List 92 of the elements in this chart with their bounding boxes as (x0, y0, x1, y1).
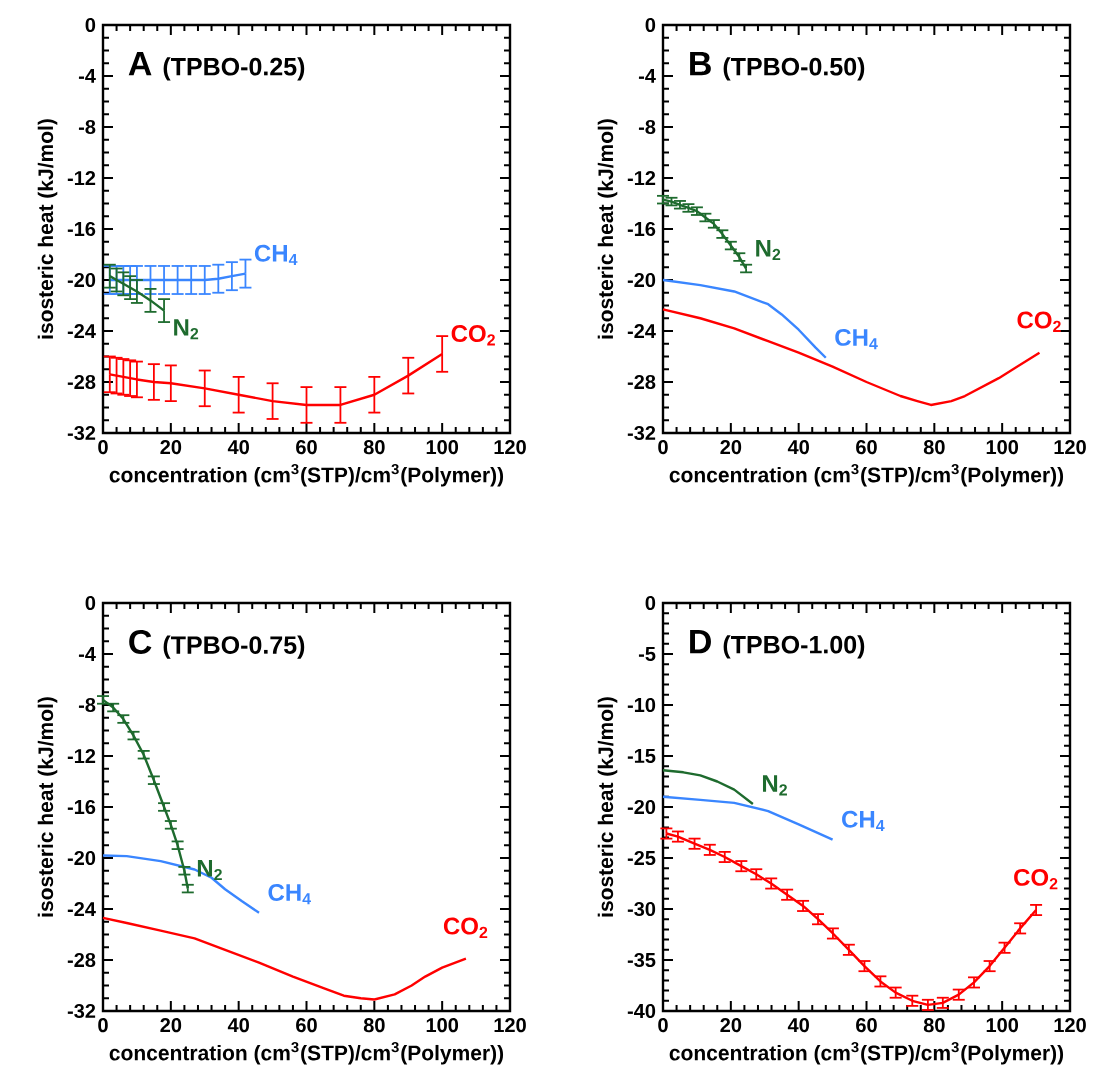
x-tick-label: 40 (787, 1018, 809, 1033)
y-tick-label: -20 (627, 272, 656, 288)
x-axis-title: concentration (cm$^{3}$(STP)/cm$^{3}$(Polymer)) (669, 463, 1064, 487)
y-axis-title: isosteric heat (kJ/mol) (37, 697, 58, 917)
y-tick-label: -32 (67, 425, 96, 441)
y-tick-label: -4 (638, 69, 656, 83)
x-tick-label: 100 (426, 1018, 459, 1033)
y-tick-label: -8 (638, 119, 656, 135)
x-tick-label: 120 (1054, 440, 1086, 455)
series-label: CH$_{4}$ (268, 883, 311, 905)
x-tick-label: 20 (160, 1018, 182, 1033)
x-axis-title: concentration (cm$^{3}$(STP)/cm$^{3}$(Polymer)) (109, 463, 504, 487)
y-axis-title: isosteric heat (kJ/mol) (597, 119, 618, 339)
x-tick-label: 0 (98, 1018, 108, 1033)
y-tick-label: -16 (67, 221, 96, 237)
text: C (129, 629, 152, 654)
series-label: CH$_{4}$ (835, 328, 878, 350)
text: (TPBO-0.75) (163, 635, 305, 659)
y-tick-label: -10 (627, 697, 656, 713)
x-tick-label: 0 (658, 1018, 668, 1033)
x-tick-label: 40 (227, 440, 249, 455)
x-tick-label: 20 (720, 1018, 742, 1033)
y-tick-label: -24 (67, 902, 96, 916)
series-label: N$_{2}$ (762, 775, 787, 796)
x-tick-label: 60 (296, 440, 317, 455)
x-tick-label: 40 (227, 1018, 249, 1033)
y-tick-label: -8 (78, 119, 96, 135)
y-tick-label: -20 (67, 272, 96, 288)
series-label: CO$_{2}$ (1017, 311, 1061, 332)
series-label: CH$_{4}$ (842, 810, 885, 832)
series-label: CO$_{2}$ (1014, 868, 1058, 890)
text: (TPBO-1.00) (723, 635, 865, 659)
y-tick-label: -15 (627, 749, 656, 763)
y-axis-title: isosteric heat (kJ/mol) (37, 119, 58, 339)
y-tick-label: -20 (627, 799, 656, 815)
x-tick-label: 120 (1054, 1018, 1086, 1033)
y-tick-label: 0 (645, 17, 656, 33)
series-label: N$_{2}$ (756, 239, 781, 260)
x-tick-label: 60 (296, 1018, 317, 1033)
x-axis-title: concentration (cm$^{3}$(STP)/cm$^{3}$(Polymer)) (669, 1041, 1064, 1065)
y-tick-label: -35 (627, 952, 656, 968)
y-tick-label: -28 (627, 374, 656, 390)
y-tick-label: 0 (85, 595, 96, 611)
y-tick-label: -40 (627, 1003, 656, 1019)
x-tick-label: 60 (856, 440, 877, 455)
x-tick-label: 80 (923, 1018, 945, 1033)
x-tick-label: 80 (363, 440, 385, 455)
series-label: CO$_{2}$ (451, 325, 495, 346)
y-tick-label: -12 (67, 749, 96, 763)
y-tick-label: -16 (67, 799, 96, 815)
y-tick-label: -25 (627, 850, 656, 866)
text: D (690, 629, 711, 654)
text: B (690, 51, 711, 76)
y-tick-label: -24 (627, 324, 656, 338)
series-label: N$_{2}$ (197, 859, 222, 881)
series-label: N$_{2}$ (174, 319, 199, 340)
y-tick-label: -32 (627, 425, 656, 441)
y-axis-title: isosteric heat (kJ/mol) (597, 697, 618, 917)
y-tick-label: -30 (627, 901, 656, 917)
y-tick-label: -12 (67, 171, 96, 185)
x-tick-label: 100 (986, 1018, 1019, 1033)
x-tick-label: 60 (856, 1018, 877, 1033)
text: (TPBO-0.50) (723, 57, 865, 81)
x-tick-label: 80 (363, 1018, 385, 1033)
x-tick-label: 0 (658, 440, 668, 455)
x-tick-label: 40 (787, 440, 809, 455)
y-tick-label: -4 (78, 69, 96, 83)
text: A (128, 51, 152, 76)
y-tick-label: -28 (67, 952, 96, 968)
series-label: CH$_{4}$ (254, 244, 298, 266)
y-tick-label: -32 (67, 1003, 96, 1019)
y-tick-label: -5 (638, 647, 656, 661)
x-tick-label: 80 (923, 440, 945, 455)
y-tick-label: -20 (67, 850, 96, 866)
x-tick-label: 0 (98, 440, 108, 455)
y-tick-label: -28 (67, 374, 96, 390)
x-axis-title: concentration (cm$^{3}$(STP)/cm$^{3}$(Polymer)) (109, 1041, 504, 1065)
series-label: CO$_{2}$ (443, 917, 488, 938)
y-tick-label: -24 (67, 324, 96, 338)
y-tick-label: 0 (645, 595, 656, 611)
text: (TPBO-0.25) (163, 57, 305, 81)
x-tick-label: 100 (986, 440, 1019, 455)
y-tick-label: -4 (78, 647, 96, 661)
x-tick-label: 120 (494, 1018, 526, 1033)
x-tick-label: 20 (160, 440, 182, 455)
x-tick-label: 100 (426, 440, 459, 455)
y-tick-label: -16 (627, 221, 656, 237)
x-tick-label: 20 (720, 440, 742, 455)
y-tick-label: -8 (78, 697, 96, 713)
y-tick-label: 0 (85, 17, 96, 33)
y-tick-label: -12 (627, 171, 656, 185)
x-tick-label: 120 (494, 440, 526, 455)
